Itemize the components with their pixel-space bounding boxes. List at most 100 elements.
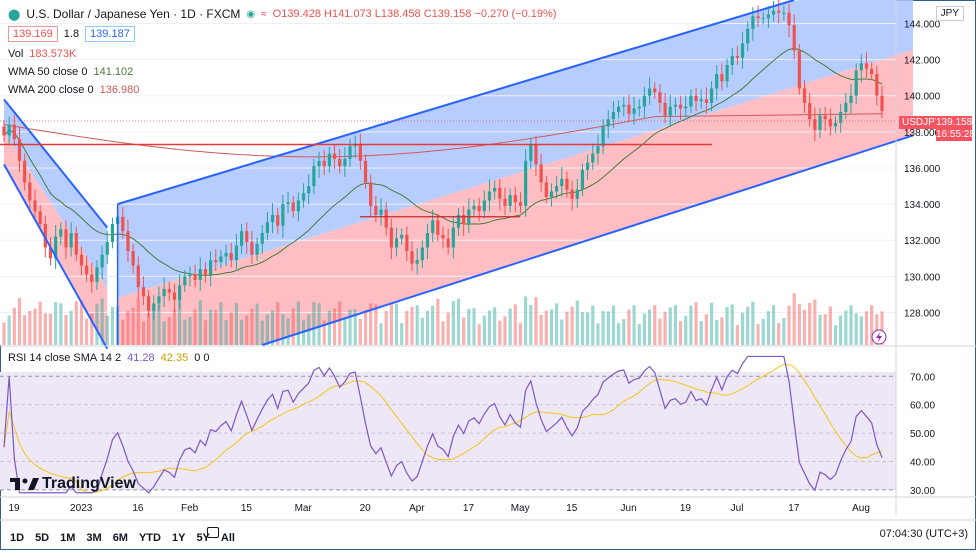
candle-body: [208, 260, 213, 275]
candle-body: [265, 222, 269, 234]
volume-bar: [136, 298, 140, 345]
volume-bar: [880, 311, 884, 345]
time-axis-ticks[interactable]: 19 2023 16 Feb 15 Mar 20 Apr 17 May 15 Jun 19 Jul 17 Au…: [8, 503, 869, 514]
volume-bar: [771, 305, 776, 345]
horizontal-levels[interactable]: [0, 143, 712, 218]
candle-body: [214, 260, 218, 262]
volume-bar: [875, 314, 879, 345]
rsi-value: 41.28: [127, 352, 155, 364]
volume-bar: [7, 315, 11, 345]
eye-icon[interactable]: ◉: [246, 8, 256, 20]
volume-bar: [570, 306, 574, 345]
rsi-legend[interactable]: RSI 14 close SMA 14 2 41.28 42.35 0 0: [8, 350, 209, 366]
candle-body: [270, 214, 275, 223]
candle-body: [503, 198, 507, 206]
wma50-legend[interactable]: WMA 50 close 0 141.102: [8, 64, 133, 80]
candle-body: [54, 236, 58, 259]
volume-bar: [281, 314, 285, 345]
vol-legend[interactable]: Vol 183.573K: [8, 46, 76, 62]
vol-value: 183.573K: [29, 48, 77, 60]
symbol-title[interactable]: U.S. Dollar / Japanese Yen · 1D · FXCM: [26, 7, 241, 21]
candle-body: [245, 231, 249, 243]
volume-bar: [673, 305, 678, 345]
candle-body: [570, 189, 574, 199]
volume-bar: [415, 305, 419, 345]
volume-bar: [487, 310, 492, 345]
candle-body: [369, 182, 373, 206]
volume-bar: [2, 322, 6, 345]
volume-bar: [802, 309, 807, 345]
volume-bar: [653, 305, 657, 345]
volume-bar: [265, 314, 269, 345]
candle-body: [694, 95, 698, 102]
volume-bar: [813, 299, 817, 345]
candle-body: [797, 50, 801, 89]
candle-body: [704, 99, 708, 103]
volume-bar: [699, 321, 703, 345]
currency-selector[interactable]: JPY: [935, 6, 964, 21]
volume-bar: [348, 309, 352, 345]
bid-button[interactable]: 139.169: [8, 26, 58, 42]
volume-bar: [456, 298, 461, 345]
range-button-5d[interactable]: 5D: [35, 532, 50, 544]
range-button-ytd[interactable]: YTD: [138, 532, 161, 544]
candle-body: [513, 195, 517, 203]
volume-bar: [591, 305, 595, 345]
candle-body: [198, 269, 202, 280]
volume-bar: [462, 317, 466, 345]
volume-bar: [28, 311, 32, 345]
candle-body: [611, 111, 616, 120]
last-price-badge: 139.158: [936, 116, 973, 129]
candle-body: [85, 265, 89, 275]
volume-bar: [658, 318, 662, 345]
volume-bar: [787, 305, 791, 345]
volume-bar: [622, 319, 626, 345]
range-button-1d[interactable]: 1D: [10, 532, 25, 544]
candle-body: [7, 124, 11, 136]
candle-body: [720, 74, 724, 82]
ask-button[interactable]: 139.187: [85, 26, 135, 42]
candle-body: [591, 153, 595, 163]
volume-bar: [224, 320, 228, 345]
candle-body: [596, 146, 600, 154]
volume-bar: [394, 303, 399, 345]
volume-bar: [203, 320, 208, 345]
range-button-1m[interactable]: 1M: [60, 532, 76, 544]
range-button-3m[interactable]: 3M: [86, 532, 102, 544]
candle-body: [131, 251, 135, 266]
calendar-icon[interactable]: [207, 527, 219, 538]
volume-bar: [668, 307, 672, 345]
candle-body: [730, 55, 734, 66]
candle-body: [327, 153, 331, 167]
rsi-grid: [0, 375, 896, 491]
candle-body: [172, 292, 177, 300]
volume-bar: [792, 293, 796, 345]
range-button-all[interactable]: All: [220, 532, 235, 544]
candle-body: [808, 102, 812, 120]
volume-bar: [332, 308, 337, 345]
volume-bar: [508, 308, 512, 345]
symbol-arrow-icon[interactable]: ⬤: [8, 8, 21, 21]
range-button-1y[interactable]: 1Y: [171, 532, 186, 544]
candle-body: [699, 99, 703, 102]
volume-bar: [746, 306, 750, 345]
rsi-axis-ticks[interactable]: 70.00 60.00 50.00 40.00 30.00: [910, 372, 935, 497]
price-axis-ticks[interactable]: 144.000 142.000 140.000 138.000 136.000 134.0…: [904, 19, 941, 319]
wma50-value: 141.102: [93, 66, 134, 78]
candle-body: [751, 16, 755, 29]
candle-body: [384, 209, 388, 228]
candle-body: [317, 160, 321, 167]
range-button-5y[interactable]: 5Y: [196, 532, 210, 544]
candle-body: [38, 211, 42, 224]
volume-bar: [162, 321, 166, 345]
clock-readout[interactable]: 07:04:30 (UTC+3): [879, 528, 968, 540]
candle-body: [358, 144, 362, 161]
range-button-6m[interactable]: 6M: [112, 532, 128, 544]
volume-bar: [684, 316, 688, 345]
rsi-extra: 0 0: [194, 352, 210, 364]
volume-bar: [234, 302, 239, 345]
wma200-legend[interactable]: WMA 200 close 0 136.980: [8, 82, 139, 98]
candle-body: [818, 115, 822, 131]
wave-icon[interactable]: ≈: [261, 8, 267, 20]
